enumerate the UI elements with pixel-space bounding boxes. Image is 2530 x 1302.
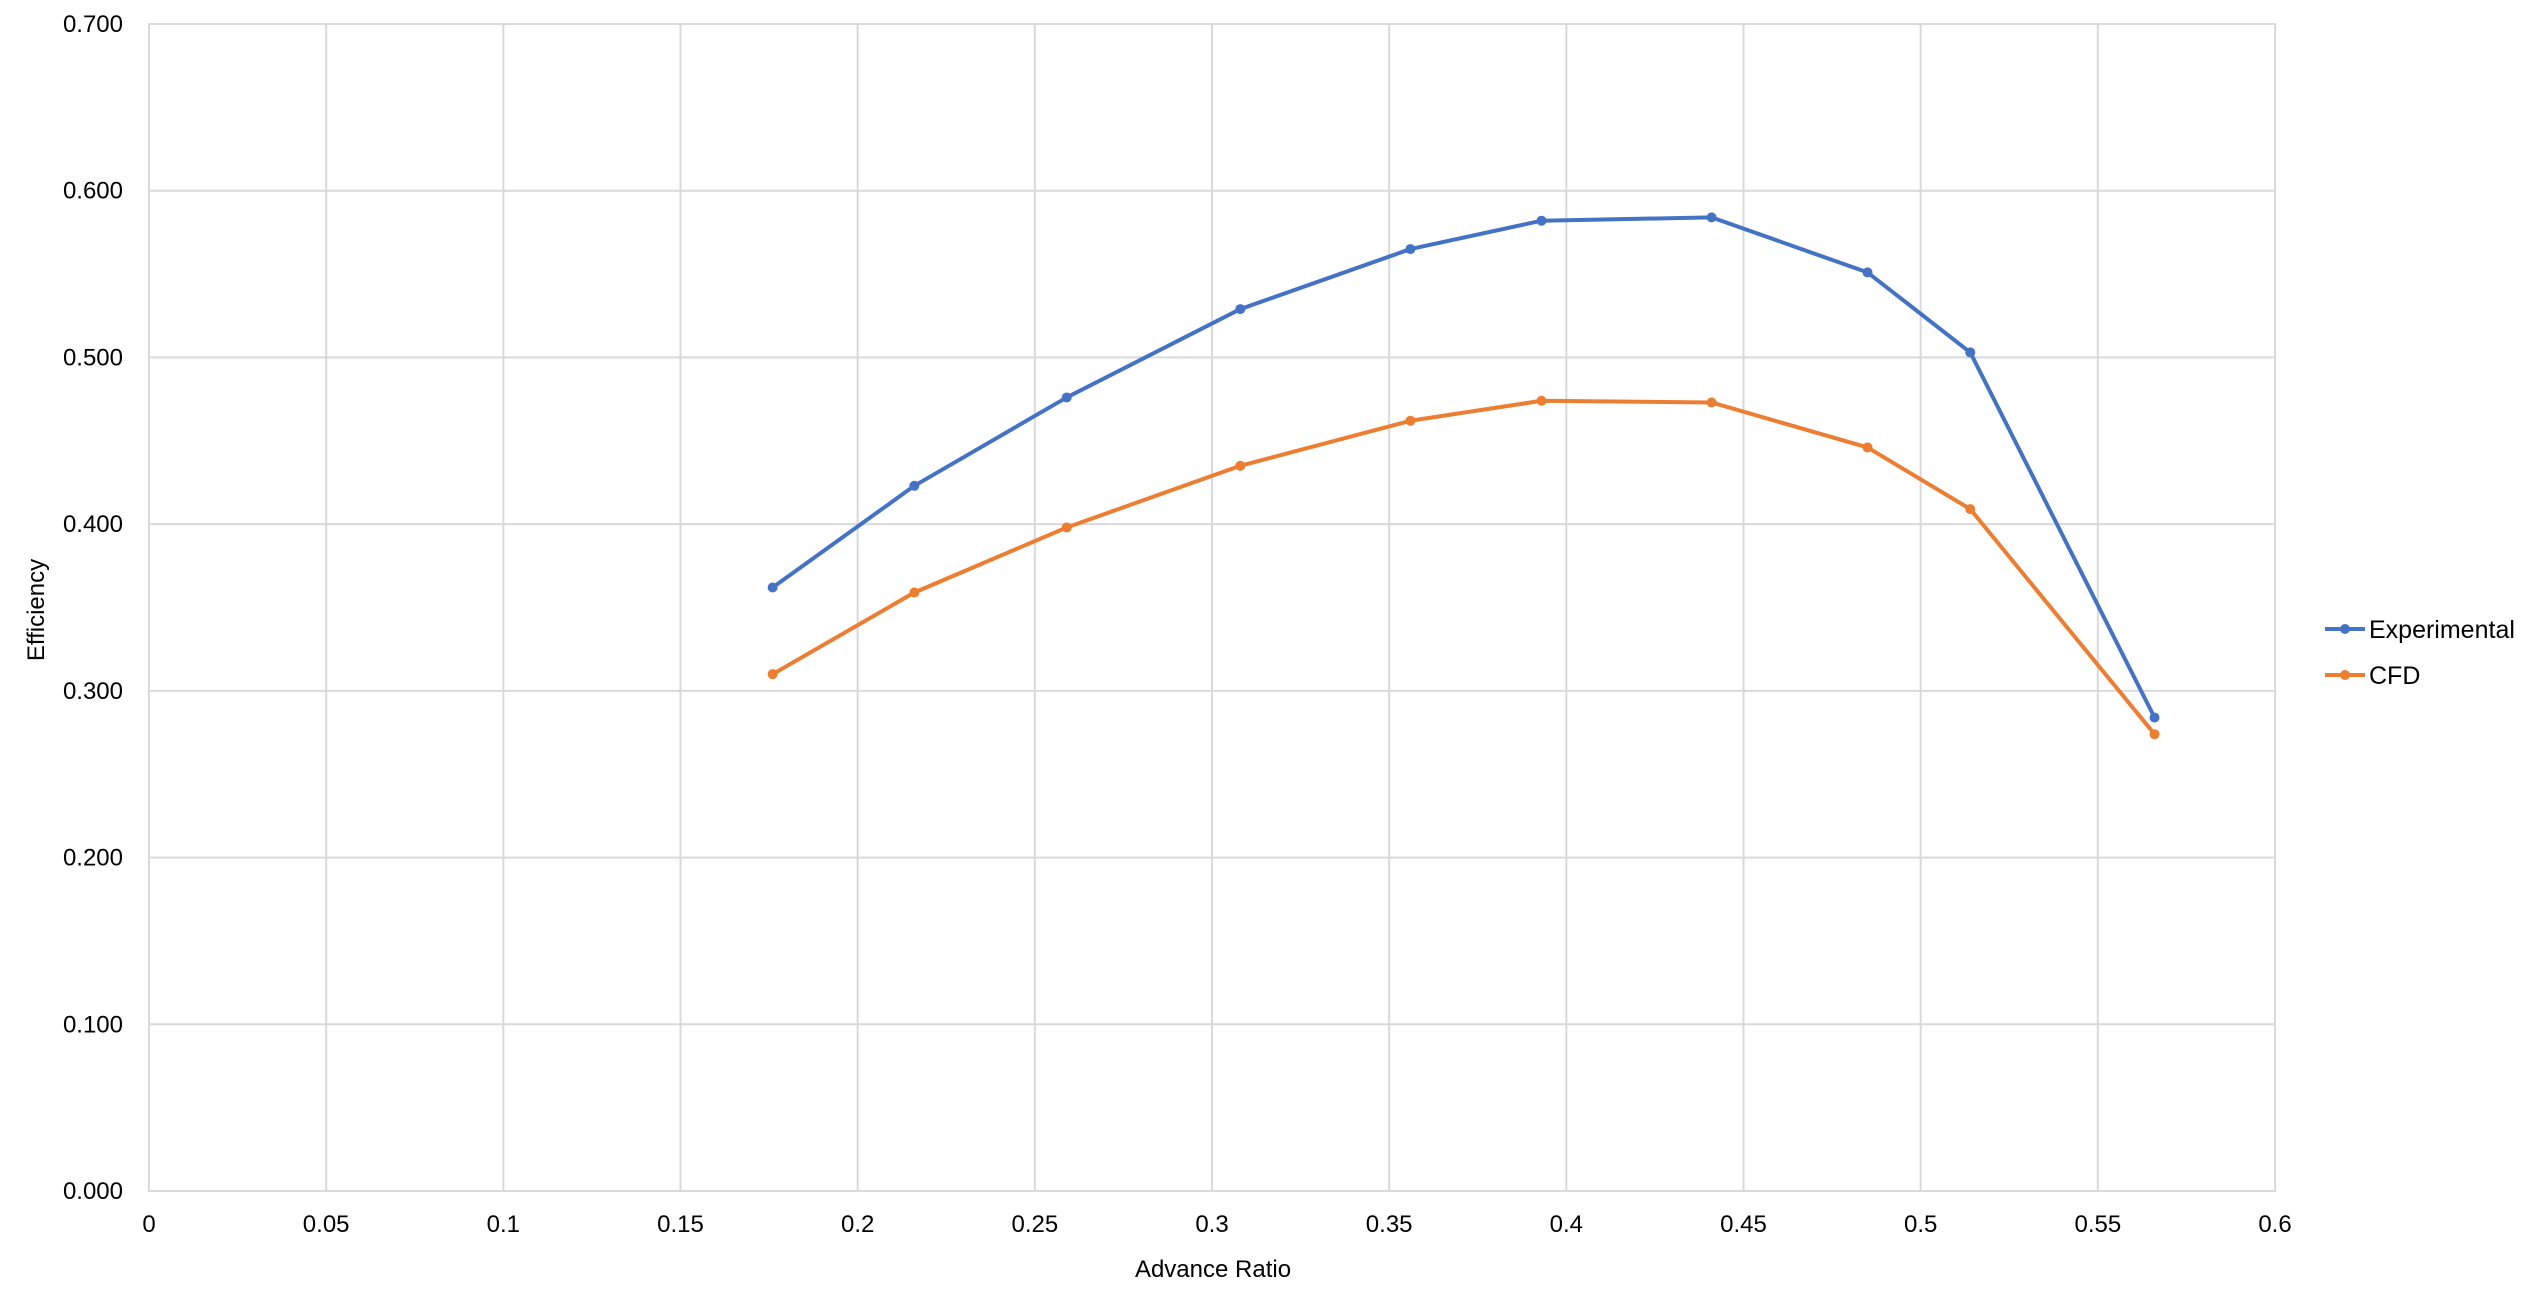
x-tick-label: 0.4 bbox=[1550, 1211, 1583, 1238]
legend: Experimental CFD bbox=[2325, 616, 2515, 690]
experimental-data-point bbox=[1061, 392, 1072, 403]
experimental-data-point bbox=[1862, 267, 1873, 278]
cfd-legend-marker bbox=[2340, 670, 2350, 680]
cfd-data-point bbox=[1536, 395, 1547, 406]
y-tick-label: 0.100 bbox=[63, 1011, 123, 1038]
cfd-data-point bbox=[2149, 729, 2160, 740]
y-tick-label: 0.600 bbox=[63, 178, 123, 205]
cfd-data-point bbox=[909, 587, 920, 598]
x-tick-label: 0.45 bbox=[1720, 1211, 1767, 1238]
experimental-legend-label: Experimental bbox=[2369, 616, 2515, 644]
experimental-data-point bbox=[1965, 347, 1976, 358]
y-tick-label: 0.300 bbox=[63, 678, 123, 705]
series-layer bbox=[767, 212, 2160, 740]
x-tick-label: 0.2 bbox=[841, 1211, 874, 1238]
x-tick-label: 0.35 bbox=[1366, 1211, 1413, 1238]
x-tick-label: 0.3 bbox=[1195, 1211, 1228, 1238]
x-tick-label: 0.15 bbox=[657, 1211, 704, 1238]
experimental-data-point bbox=[767, 582, 778, 593]
cfd-data-point bbox=[1405, 415, 1416, 426]
y-tick-label: 0.700 bbox=[63, 11, 123, 38]
y-tick-label: 0.500 bbox=[63, 344, 123, 371]
y-axis-title: Efficiency bbox=[23, 559, 50, 661]
cfd-data-point bbox=[1061, 522, 1072, 533]
cfd-data-point bbox=[1706, 397, 1717, 408]
experimental-series-line bbox=[770, 215, 2157, 720]
cfd-legend-label: CFD bbox=[2369, 662, 2420, 690]
x-tick-label: 0.6 bbox=[2258, 1211, 2291, 1238]
x-tick-label: 0.55 bbox=[2074, 1211, 2121, 1238]
x-tick-label: 0.05 bbox=[303, 1211, 350, 1238]
plot-area-border bbox=[148, 23, 2276, 1192]
experimental-data-point bbox=[1405, 244, 1416, 255]
cfd-data-point bbox=[1235, 460, 1246, 471]
x-axis-tick-labels: 0 0.05 0.1 0.15 0.2 0.25 0.3 0.35 0.4 0.45 0.5 0.55… bbox=[142, 1211, 2291, 1238]
experimental-data-point bbox=[1536, 215, 1547, 226]
cfd-data-point bbox=[767, 669, 778, 680]
experimental-data-point bbox=[909, 480, 920, 491]
x-axis-title: Advance Ratio bbox=[1135, 1256, 1291, 1283]
cfd-series-line bbox=[770, 398, 2157, 737]
x-tick-label: 0 bbox=[142, 1211, 155, 1238]
x-tick-label: 0.1 bbox=[487, 1211, 520, 1238]
cfd-data-point bbox=[1965, 504, 1976, 515]
experimental-data-point bbox=[1706, 212, 1717, 223]
experimental-legend-marker bbox=[2340, 624, 2350, 634]
y-tick-label: 0.200 bbox=[63, 845, 123, 872]
x-tick-label: 0.5 bbox=[1904, 1211, 1937, 1238]
y-tick-label: 0.000 bbox=[63, 1178, 123, 1205]
experimental-data-point bbox=[1235, 304, 1246, 315]
y-tick-label: 0.400 bbox=[63, 511, 123, 538]
x-tick-label: 0.25 bbox=[1011, 1211, 1058, 1238]
experimental-data-point bbox=[2149, 712, 2160, 723]
vertical-gridlines bbox=[148, 24, 2276, 1191]
y-axis-tick-labels: 0.000 0.100 0.200 0.300 0.400 0.500 0.600 0.700 bbox=[63, 11, 123, 1205]
cfd-data-point bbox=[1862, 442, 1873, 453]
